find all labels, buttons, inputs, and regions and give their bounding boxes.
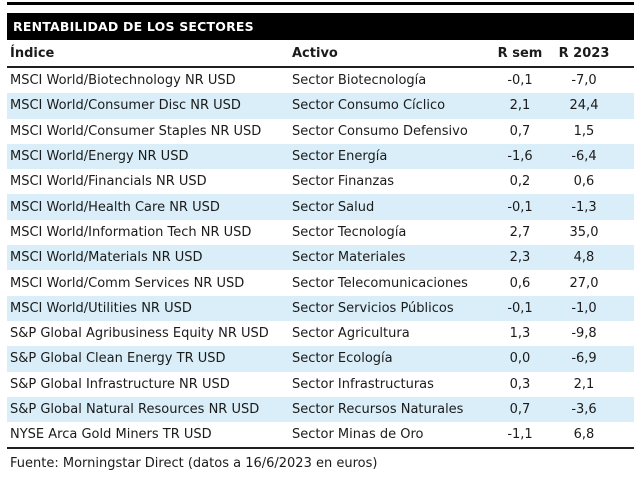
table-row: MSCI World/Consumer Disc NR USD Sector Co… <box>7 93 634 119</box>
rsem-cell: 2,3 <box>509 250 531 266</box>
table-row: MSCI World/Financials NR USD Sector Finan… <box>7 169 634 195</box>
rsem-cell: -1,1 <box>507 427 533 443</box>
asset-cell: Sector Tecnología <box>292 224 407 240</box>
index-cell: S&P Global Agribusiness Equity NR USD <box>10 326 269 342</box>
r2023-cell: -1,0 <box>571 300 597 316</box>
table-row: S&P Global Clean Energy TR USD Sector Eco… <box>7 346 634 372</box>
asset-cell: Sector Finanzas <box>292 174 395 190</box>
asset-cell: Sector Salud <box>292 199 375 215</box>
rsem-cell: 0,7 <box>509 123 531 139</box>
asset-cell: Sector Telecomunicaciones <box>292 275 468 291</box>
table-row: S&P Global Natural Resources NR USD Secto… <box>7 396 634 423</box>
index-cell: S&P Global Natural Resources NR USD <box>10 402 260 417</box>
asset-cell: Sector Recursos Naturales <box>292 402 464 417</box>
asset-cell: Sector Consumo Defensivo <box>292 123 468 139</box>
table-row: MSCI World/Comm Services NR USD Sector Te… <box>7 270 634 296</box>
table-header-row: Índice Activo R sem R 2023 <box>7 40 634 68</box>
r2023-cell: 1,5 <box>573 123 595 139</box>
rsem-cell: -0,1 <box>507 199 533 215</box>
asset-cell: Sector Biotecnología <box>292 73 427 89</box>
asset-cell: Sector Minas de Oro <box>292 427 424 443</box>
r2023-cell: 27,0 <box>569 275 599 291</box>
r2023-cell: 2,1 <box>573 376 595 392</box>
table-row: MSCI World/Energy NR USD Sector Energía -1… <box>7 143 634 170</box>
asset-cell: Sector Materiales <box>292 250 406 266</box>
table-row: MSCI World/Consumer Staples NR USD Sector… <box>7 118 634 144</box>
rsem-cell: -0,1 <box>507 300 533 316</box>
r2023-cell: 4,8 <box>573 250 595 266</box>
column-header-activo: Activo <box>292 45 338 61</box>
source-note: Fuente: Morningstar Direct (datos a 16/6… <box>10 456 378 472</box>
bottom-divider <box>7 447 634 450</box>
index-cell: MSCI World/Comm Services NR USD <box>10 275 245 291</box>
rsem-cell: 2,7 <box>509 224 531 240</box>
index-cell: MSCI World/Materials NR USD <box>10 250 203 266</box>
column-header-indice: Índice <box>10 45 55 61</box>
asset-cell: Sector Servicios Públicos <box>292 300 454 316</box>
table-row: MSCI World/Materials NR USD Sector Materi… <box>7 245 634 271</box>
index-cell: MSCI World/Health Care NR USD <box>10 199 220 215</box>
table-row: S&P Global Infrastructure NR USD Sector I… <box>7 371 634 397</box>
top-divider <box>7 2 634 5</box>
index-cell: S&P Global Infrastructure NR USD <box>10 376 230 392</box>
column-header-r2023: R 2023 <box>558 45 610 61</box>
index-cell: MSCI World/Financials NR USD <box>10 174 207 190</box>
asset-cell: Sector Infrastructuras <box>292 376 434 392</box>
rsem-cell: 0,0 <box>509 351 531 367</box>
rsem-cell: 2,1 <box>509 98 531 114</box>
index-cell: MSCI World/Consumer Disc NR USD <box>10 98 241 114</box>
index-cell: MSCI World/Utilities NR USD <box>10 300 192 316</box>
rsem-cell: 0,6 <box>509 275 531 291</box>
rsem-cell: 0,2 <box>509 174 531 190</box>
table-row: MSCI World/Biotechnology NR USD Sector Bi… <box>7 68 634 94</box>
table-body: MSCI World/Biotechnology NR USD Sector Bi… <box>7 68 634 448</box>
r2023-cell: -6,4 <box>571 149 597 165</box>
r2023-cell: -6,9 <box>571 351 597 367</box>
table-row: MSCI World/Health Care NR USD Sector Salu… <box>7 194 634 220</box>
rsem-cell: -1,6 <box>507 149 533 165</box>
r2023-cell: -9,8 <box>571 326 597 342</box>
r2023-cell: 24,4 <box>569 98 599 114</box>
asset-cell: Sector Agricultura <box>292 326 410 342</box>
r2023-cell: 6,8 <box>573 427 595 443</box>
r2023-cell: -3,6 <box>571 402 597 417</box>
rsem-cell: 0,7 <box>509 402 531 417</box>
index-cell: MSCI World/Consumer Staples NR USD <box>10 123 262 139</box>
rsem-cell: 0,3 <box>509 376 531 392</box>
index-cell: S&P Global Clean Energy TR USD <box>10 351 226 367</box>
table-row: NYSE Arca Gold Miners TR USD Sector Minas… <box>7 422 634 448</box>
index-cell: NYSE Arca Gold Miners TR USD <box>10 427 212 443</box>
asset-cell: Sector Energía <box>292 149 388 165</box>
r2023-cell: -7,0 <box>571 73 597 89</box>
r2023-cell: 0,6 <box>573 174 595 190</box>
rsem-cell: 1,3 <box>509 326 531 342</box>
rsem-cell: -0,1 <box>507 73 533 89</box>
table-title: RENTABILIDAD DE LOS SECTORES <box>13 19 254 34</box>
r2023-cell: 35,0 <box>569 224 599 240</box>
table-row: S&P Global Agribusiness Equity NR USD Sec… <box>7 320 634 347</box>
column-header-rsem: R sem <box>497 45 543 61</box>
index-cell: MSCI World/Energy NR USD <box>10 149 189 165</box>
asset-cell: Sector Consumo Cíclico <box>292 98 446 114</box>
table-row: MSCI World/Utilities NR USD Sector Servic… <box>7 295 634 321</box>
table-title-bar: RENTABILIDAD DE LOS SECTORES <box>7 13 634 40</box>
table-row: MSCI World/Information Tech NR USD Sector… <box>7 219 634 246</box>
index-cell: MSCI World/Biotechnology NR USD <box>10 73 236 89</box>
asset-cell: Sector Ecología <box>292 351 393 367</box>
index-cell: MSCI World/Information Tech NR USD <box>10 224 252 240</box>
r2023-cell: -1,3 <box>571 199 597 215</box>
